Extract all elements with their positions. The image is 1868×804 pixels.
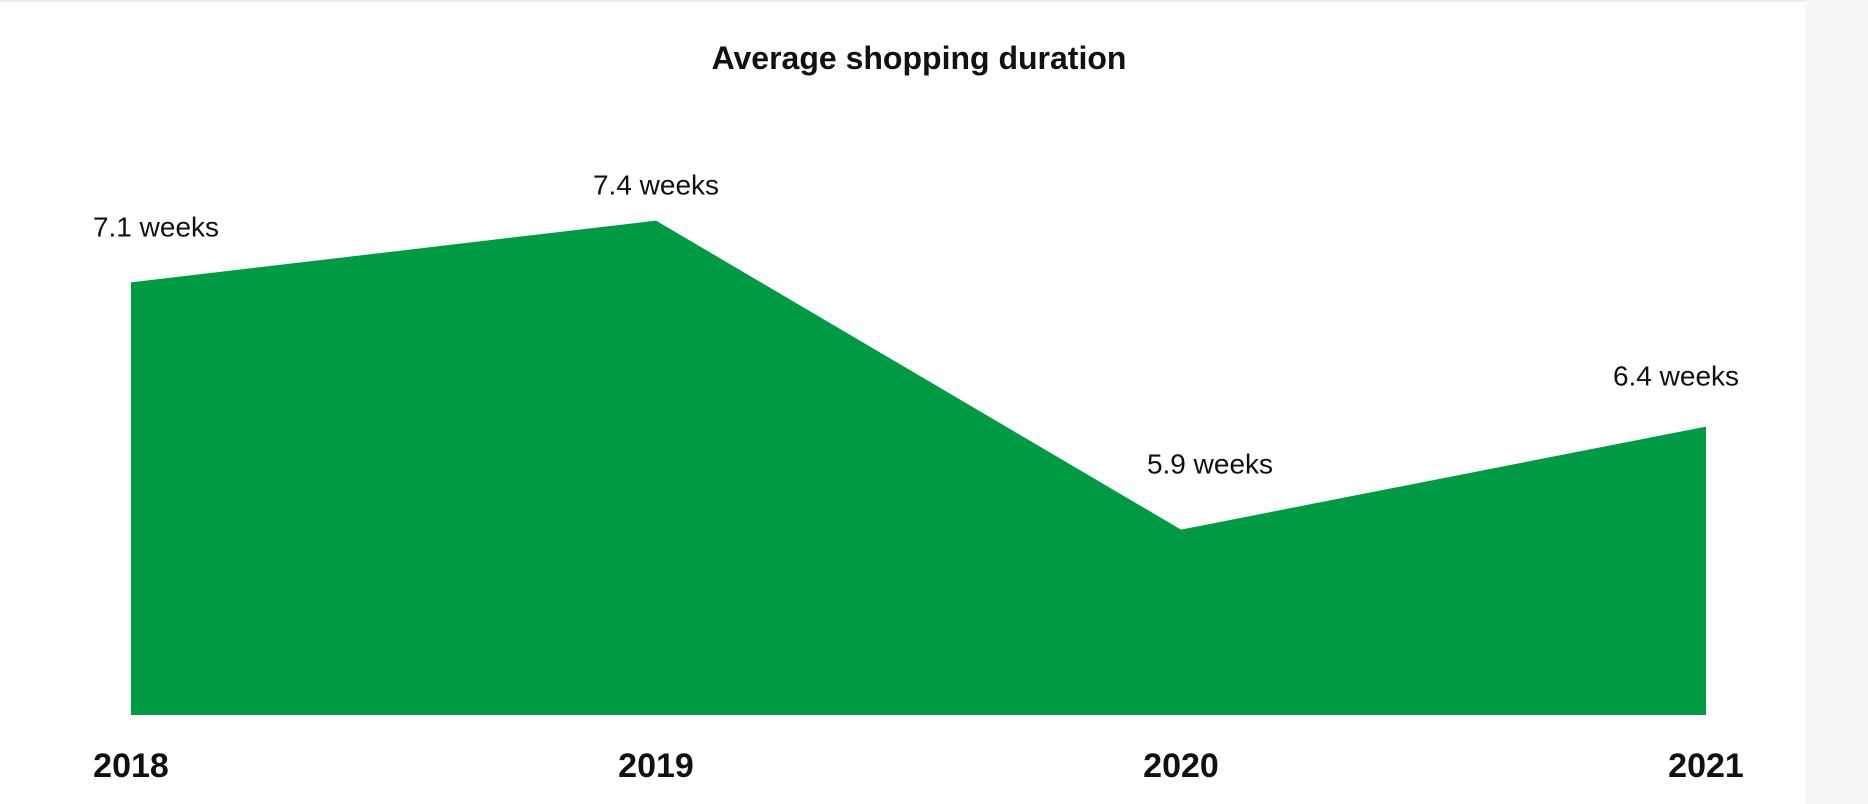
area-chart: Average shopping duration 7.1 weeks 2018 7…: [93, 40, 1744, 785]
x-tick-label-2020: 2020: [1143, 747, 1219, 785]
side-panel: [1805, 0, 1868, 804]
data-label-2019: 7.4 weeks: [593, 170, 719, 201]
top-border: [0, 0, 1805, 2]
x-tick-label-2021: 2021: [1668, 747, 1744, 785]
area-series: [131, 220, 1706, 715]
data-label-2021: 6.4 weeks: [1613, 361, 1739, 392]
data-label-2020: 5.9 weeks: [1147, 449, 1273, 480]
chart-title: Average shopping duration: [712, 40, 1127, 76]
x-tick-label-2018: 2018: [93, 747, 169, 785]
data-label-2018: 7.1 weeks: [93, 211, 219, 242]
x-tick-label-2019: 2019: [618, 747, 694, 785]
